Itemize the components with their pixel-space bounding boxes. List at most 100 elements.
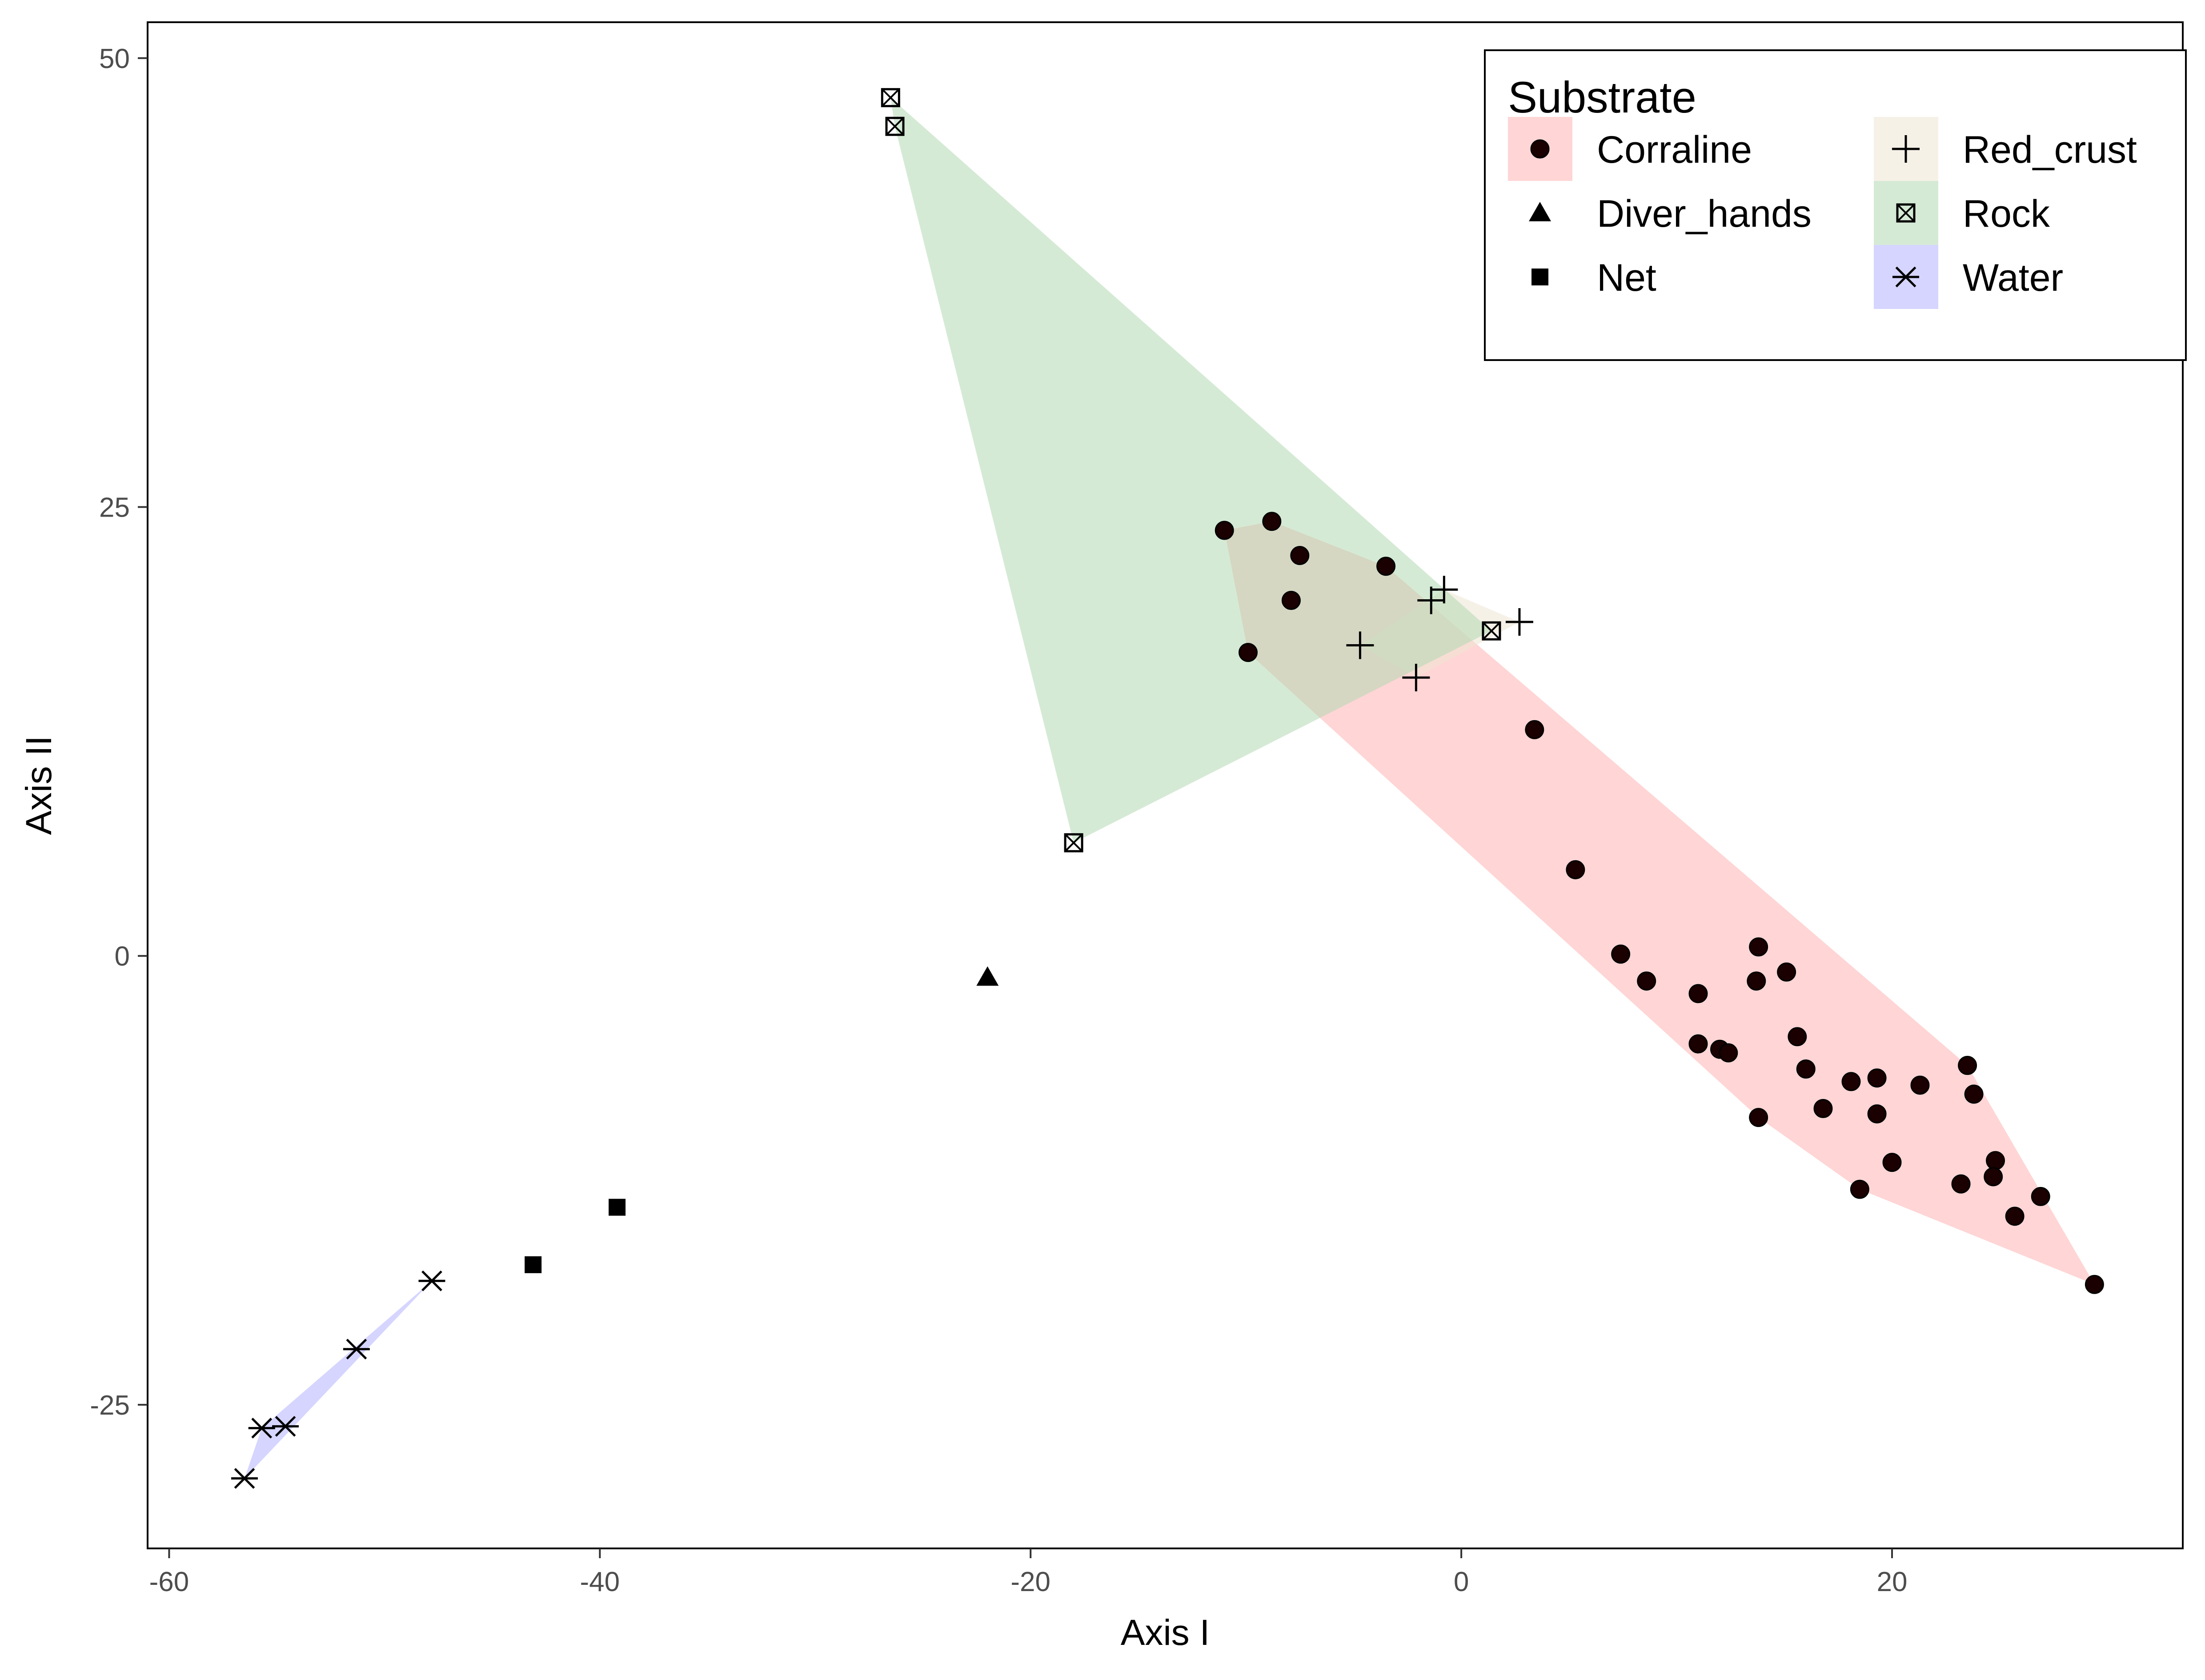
marker-circle bbox=[1688, 1034, 1708, 1054]
marker-circle bbox=[1525, 720, 1544, 739]
marker-boxx-cross bbox=[886, 117, 904, 136]
marker-triangle bbox=[1529, 202, 1551, 221]
marker-circle bbox=[1747, 971, 1766, 991]
marker-circle bbox=[1749, 1108, 1768, 1127]
hull-rock bbox=[890, 97, 1491, 843]
legend-box bbox=[1484, 49, 2187, 361]
marker-circle bbox=[1637, 971, 1656, 991]
marker-circle bbox=[1719, 1043, 1738, 1063]
marker-boxx-cross bbox=[1896, 204, 1915, 222]
y-tick-label: 25 bbox=[99, 492, 130, 523]
marker-circle bbox=[1788, 1027, 1807, 1046]
legend-title: Substrate bbox=[1508, 72, 1696, 122]
marker-circle bbox=[2085, 1275, 2104, 1294]
marker-circle bbox=[1566, 860, 1585, 879]
marker-square bbox=[609, 1199, 626, 1216]
hull-corraline bbox=[1224, 521, 2095, 1285]
x-axis: -60 -40 -20 0 20 bbox=[149, 1548, 1908, 1597]
marker-boxx-cross bbox=[881, 88, 900, 107]
y-tick-label: 0 bbox=[115, 941, 130, 972]
marker-plus bbox=[1346, 631, 1374, 659]
marker-square bbox=[1531, 269, 1548, 285]
marker-circle bbox=[1882, 1153, 1902, 1172]
marker-triangle bbox=[976, 966, 999, 986]
marker-circle bbox=[1964, 1084, 1984, 1104]
legend-item-red-crust: Red_crust bbox=[1874, 117, 2137, 181]
marker-circle bbox=[1749, 937, 1768, 957]
marker-circle bbox=[1262, 512, 1282, 531]
marker-boxx bbox=[1482, 621, 1501, 641]
legend-label-net: Net bbox=[1597, 257, 1656, 299]
marker-plus bbox=[1430, 576, 1458, 604]
x-tick-label: -40 bbox=[580, 1567, 620, 1597]
plot-panel-border bbox=[147, 21, 2184, 1549]
marker-circle bbox=[1215, 521, 1234, 540]
series-corraline bbox=[1215, 512, 2104, 1294]
marker-square bbox=[525, 1256, 542, 1273]
marker-circle bbox=[1796, 1059, 1816, 1079]
marker-circle bbox=[1958, 1056, 1977, 1075]
marker-plus bbox=[1402, 664, 1430, 692]
marker-circle bbox=[1867, 1104, 1887, 1124]
series-red-crust bbox=[1346, 576, 1533, 692]
legend-item-diver-hands: Diver_hands bbox=[1508, 181, 1812, 245]
marker-circle bbox=[1530, 139, 1550, 159]
marker-asterisk bbox=[418, 1270, 445, 1291]
legend-label-rock: Rock bbox=[1963, 192, 2050, 235]
marker-asterisk bbox=[343, 1339, 370, 1360]
marker-boxx bbox=[881, 88, 900, 108]
legend-label-water: Water bbox=[1963, 257, 2063, 299]
marker-circle bbox=[1910, 1075, 1930, 1095]
marker-circle bbox=[1376, 557, 1396, 576]
x-tick-label: 0 bbox=[1454, 1567, 1469, 1597]
marker-circle bbox=[1984, 1167, 2003, 1187]
marker-boxx bbox=[1896, 203, 1916, 223]
marker-boxx bbox=[1064, 833, 1083, 853]
marker-circle bbox=[2031, 1187, 2050, 1206]
group-hulls bbox=[245, 97, 2095, 1479]
x-axis-title: Axis I bbox=[1121, 1612, 1210, 1653]
legend-item-corraline: Corraline bbox=[1508, 117, 1752, 181]
marker-circle bbox=[1688, 984, 1708, 1003]
x-tick-label: -20 bbox=[1010, 1567, 1050, 1597]
y-tick-label: -25 bbox=[90, 1390, 130, 1421]
marker-boxx-cross bbox=[1482, 621, 1501, 640]
marker-asterisk bbox=[231, 1468, 258, 1489]
data-points bbox=[231, 88, 2104, 1489]
series-net bbox=[525, 1199, 626, 1273]
marker-asterisk bbox=[272, 1415, 299, 1437]
marker-circle bbox=[2005, 1207, 2025, 1226]
legend: Substrate Corraline Diver_hands Net Red_cru… bbox=[1484, 49, 2187, 361]
marker-boxx-cross bbox=[1064, 834, 1083, 852]
marker-asterisk bbox=[1892, 266, 1919, 288]
y-tick-label: 50 bbox=[99, 44, 130, 74]
marker-plus bbox=[1417, 586, 1445, 614]
marker-plus bbox=[1892, 135, 1920, 163]
marker-circle bbox=[1611, 944, 1631, 964]
legend-item-net: Net bbox=[1508, 245, 1656, 309]
y-axis-title: Axis II bbox=[19, 736, 59, 835]
series-water bbox=[231, 1270, 445, 1489]
legend-label-diver-hands: Diver_hands bbox=[1597, 192, 1812, 235]
marker-circle bbox=[1850, 1179, 1869, 1199]
legend-item-water: Water bbox=[1874, 245, 2063, 309]
legend-label-red-crust: Red_crust bbox=[1963, 128, 2137, 171]
series-diver-hands bbox=[976, 966, 999, 986]
legend-items: Corraline Diver_hands Net Red_crust Rock Wate… bbox=[1508, 117, 2137, 309]
marker-circle bbox=[1281, 591, 1301, 610]
x-tick-label: -60 bbox=[149, 1567, 189, 1597]
hull-water bbox=[245, 1281, 432, 1479]
marker-asterisk bbox=[248, 1418, 275, 1439]
legend-label-corraline: Corraline bbox=[1597, 128, 1752, 171]
marker-circle bbox=[1867, 1068, 1887, 1088]
legend-item-rock: Rock bbox=[1874, 181, 2050, 245]
x-tick-label: 20 bbox=[1877, 1567, 1908, 1597]
marker-circle bbox=[1813, 1099, 1833, 1118]
y-axis: -25 0 25 50 bbox=[90, 44, 148, 1421]
marker-circle bbox=[1986, 1151, 2005, 1171]
marker-circle bbox=[1951, 1174, 1971, 1194]
series-rock bbox=[881, 88, 1501, 853]
marker-boxx bbox=[885, 116, 905, 136]
marker-plus bbox=[1505, 608, 1533, 636]
